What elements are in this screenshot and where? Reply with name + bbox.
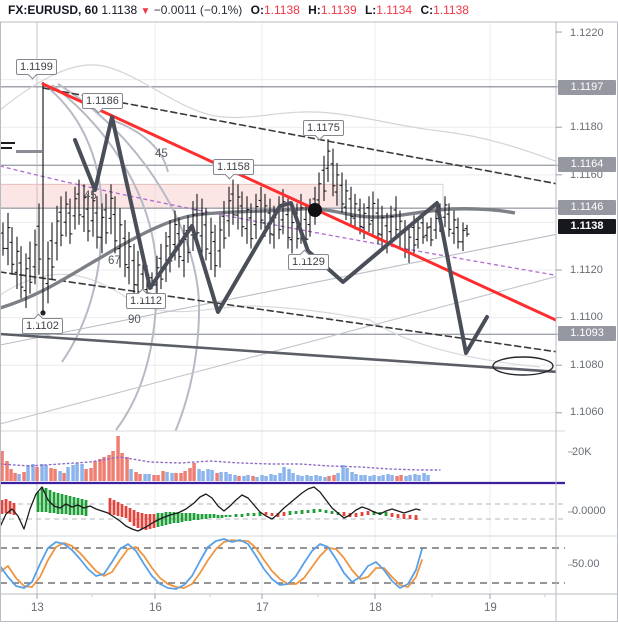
close-label: C: [420,3,434,17]
price-axis-label[interactable]: 1.1160 [570,169,603,181]
close-value: 1.1138 [433,3,469,17]
left-edge-mark [1,142,15,144]
arc-degree-label: 45 [84,190,97,202]
arc-degree-label: 90 [128,314,141,326]
price-axis-label[interactable]: 1.1060 [570,406,604,418]
price-axis-label[interactable]: 1.1180 [570,121,603,133]
price-axis-label[interactable]: 1.1220 [570,27,604,39]
price-change: −0.0011 (−0.1%) [153,3,243,17]
oscillator-axis-label[interactable]: 0.0000 [572,505,606,517]
symbol-title[interactable]: FX:EURUSD, 60 [8,3,99,17]
price-callout[interactable]: 1.1102 [22,318,63,334]
last-price: 1.1138 [101,3,138,17]
arc-degree-label: 67 [108,255,121,267]
price-callout[interactable]: 1.1175 [303,120,344,136]
price-axis-label[interactable]: 1.1080 [570,359,604,371]
down-arrow-icon: ▼ [140,6,151,17]
price-callout[interactable]: 1.1158 [213,159,254,175]
price-callout[interactable]: 1.1186 [82,93,123,109]
level-badge[interactable]: 1.1093 [558,326,616,341]
date-label[interactable]: 19 [484,602,497,614]
low-label: L: [364,3,377,17]
low-value: 1.1134 [376,3,413,17]
level-badge[interactable]: 1.1146 [558,200,616,215]
current-price-badge[interactable]: 1.1138 [558,219,616,234]
date-label[interactable]: 13 [31,602,44,614]
date-label[interactable]: 16 [149,602,162,614]
ma-edge-segment [16,150,42,153]
high-value: 1.1139 [320,3,357,17]
left-edge-mark [1,147,12,149]
level-badge[interactable]: 1.1164 [558,157,616,172]
high-label: H: [308,3,321,17]
volume-axis-label[interactable]: 20K [572,446,592,458]
price-callout[interactable]: 1.1129 [288,254,329,270]
level-badge[interactable]: 1.1197 [558,80,616,95]
price-axis-label[interactable]: 1.1120 [570,264,603,276]
symbol-legend: FX:EURUSD, 60 1.1138 ▼ −0.0011 (−0.1%) O… [8,3,469,17]
open-label: O: [250,3,264,17]
date-label[interactable]: 18 [369,602,382,614]
stochastic-axis-label[interactable]: 50.00 [572,558,600,570]
price-axis-label[interactable]: 1.1100 [570,311,603,323]
price-callout[interactable]: 1.1112 [126,293,167,309]
date-label[interactable]: 17 [256,602,269,614]
arc-degree-label: 45 [155,148,168,160]
price-callout[interactable]: 1.1199 [16,59,57,75]
open-value: 1.1138 [263,3,300,17]
